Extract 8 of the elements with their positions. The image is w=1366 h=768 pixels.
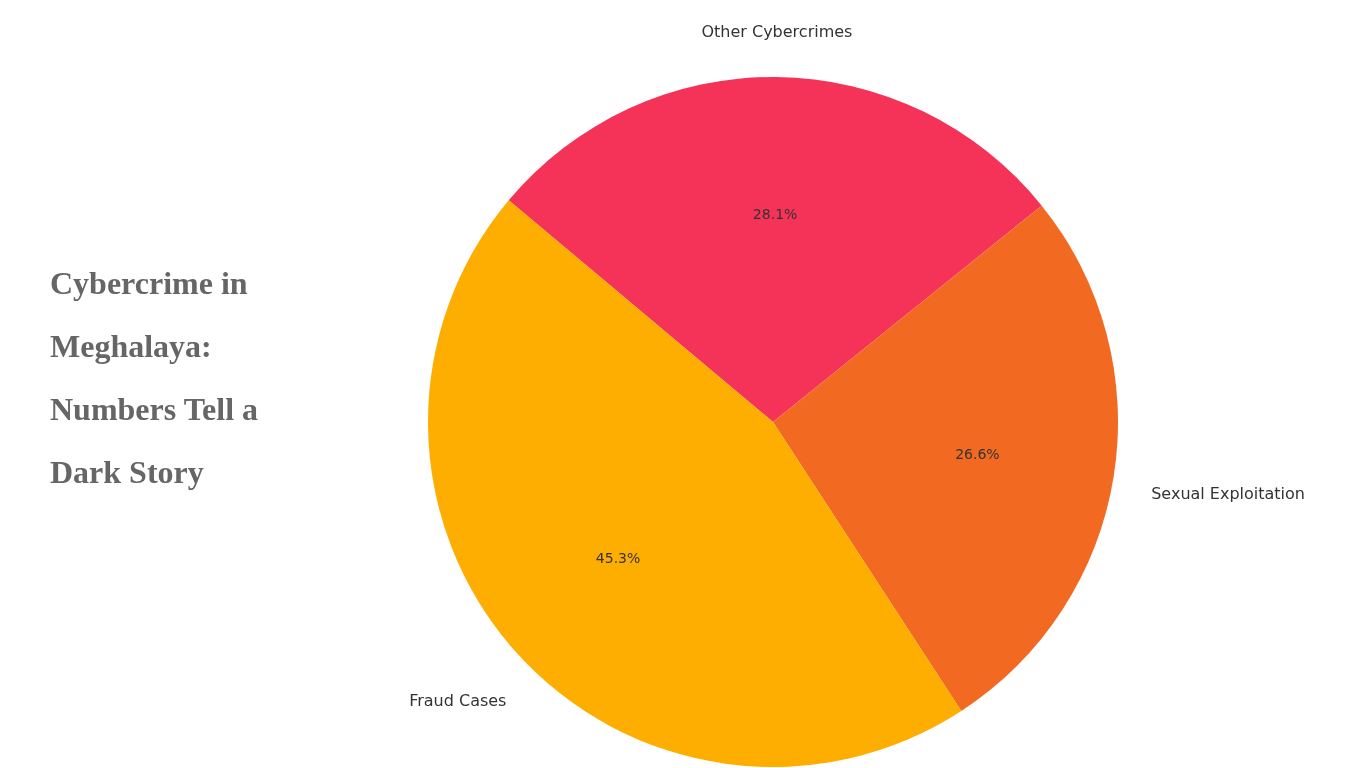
data-label: 28.1% bbox=[752, 206, 798, 223]
data-label: 45.3% bbox=[595, 550, 641, 567]
data-label: 26.6% bbox=[955, 445, 1000, 462]
pie-slice bbox=[508, 77, 1042, 422]
text: Cybercrime in Meghalaya: Numbers Tell a Dark Story bbox=[50, 265, 259, 490]
slice-label: Fraud Cases bbox=[409, 691, 507, 711]
slice-label: Other Cybercrimes bbox=[701, 21, 853, 41]
slice-label: Sexual Exploitation bbox=[1151, 484, 1305, 504]
